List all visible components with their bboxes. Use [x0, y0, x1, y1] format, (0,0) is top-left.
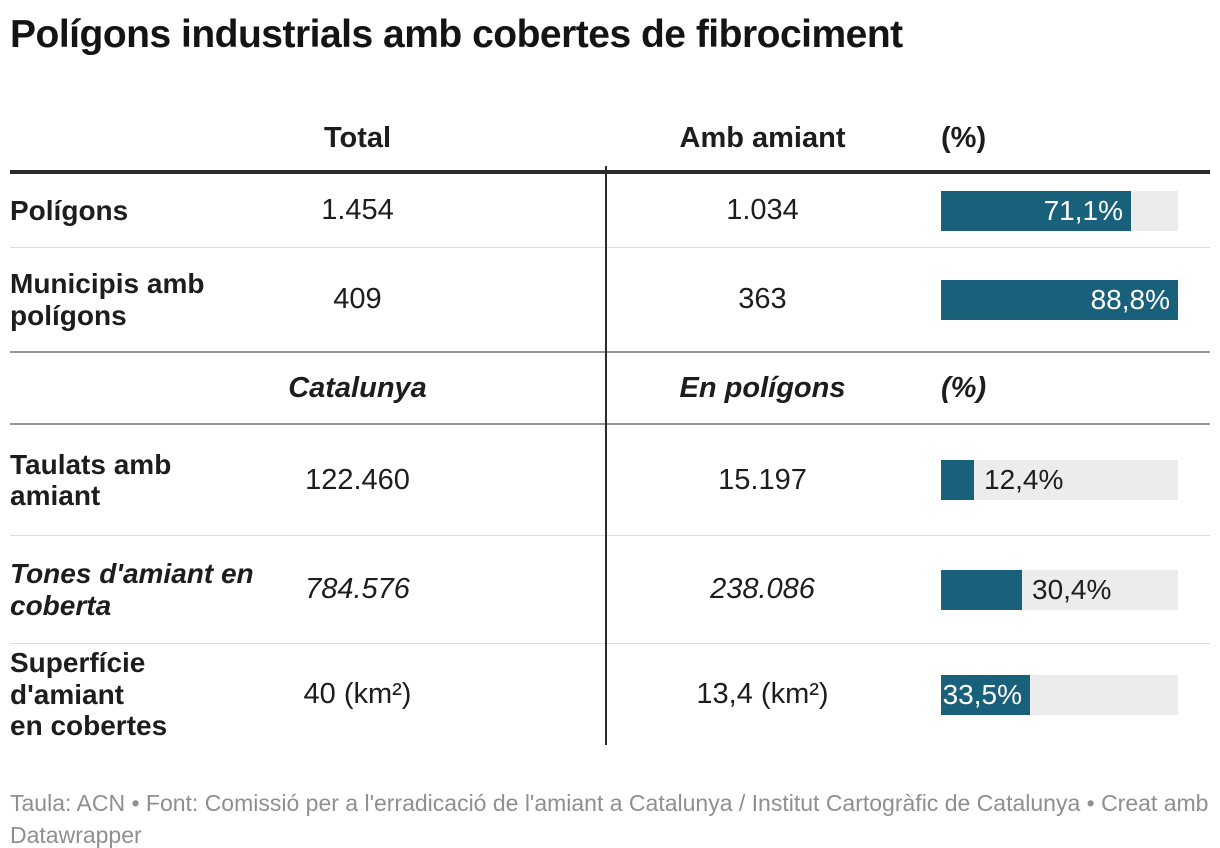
- total-value: 1.454: [321, 194, 394, 227]
- amb-amiant-value: 13,4 (km²): [696, 678, 829, 711]
- total-value: 784.576: [305, 573, 410, 606]
- bar-track: 30,4%: [941, 569, 1178, 610]
- column-header-en-poligons: En polígons: [679, 371, 846, 404]
- table-row: Superfície d'amiant en cobertes 40 (km²)…: [10, 644, 1210, 745]
- total-value: 409: [333, 283, 382, 316]
- bar-value-label: 33,5%: [942, 678, 1022, 710]
- column-header-catalunya: Catalunya: [288, 371, 427, 404]
- data-table: Total Amb amiant (%) Polígons 1.454 1.03…: [10, 106, 1210, 746]
- attribution-footer: Taula: ACN • Font: Comissió per a l'erra…: [10, 790, 1209, 848]
- percent-bar-cell: 88,8%: [941, 279, 1210, 320]
- page-title: Polígons industrials amb cobertes de fib…: [10, 13, 903, 56]
- bar-track: 88,8%: [941, 279, 1178, 320]
- bar-fill: 88,8%: [941, 279, 1178, 320]
- bar-value-label: 30,4%: [1032, 573, 1112, 605]
- table-header-row: Total Amb amiant (%): [10, 106, 1210, 175]
- total-value: 122.460: [305, 463, 410, 496]
- bar-track: 12,4%: [941, 460, 1178, 501]
- amb-amiant-value: 1.034: [726, 194, 799, 227]
- row-label: Superfície d'amiant en cobertes: [10, 647, 168, 742]
- row-label: Tones d'amiant en coberta: [10, 558, 254, 621]
- bar-fill: [941, 569, 1022, 610]
- row-label: Polígons: [10, 194, 129, 226]
- row-label: Municipis amb polígons: [10, 268, 205, 331]
- percent-bar-cell: 71,1%: [941, 190, 1210, 231]
- table-subheader-row: Catalunya En polígons (%): [10, 353, 1210, 426]
- amb-amiant-value: 363: [738, 283, 787, 316]
- bar-value-label: 88,8%: [1090, 283, 1170, 315]
- total-value: 40 (km²): [303, 678, 412, 711]
- bar-value-label: 12,4%: [984, 464, 1064, 496]
- amb-amiant-value: 238.086: [710, 573, 815, 606]
- table-row: Tones d'amiant en coberta 784.576 238.08…: [10, 536, 1210, 645]
- percent-bar-cell: 12,4%: [941, 460, 1210, 501]
- row-label: Taulats amb amiant: [10, 448, 172, 512]
- table-row: Taulats amb amiant 122.460 15.197 12,4%: [10, 425, 1210, 537]
- bar-fill: [941, 460, 974, 501]
- column-header-percent: (%): [941, 371, 987, 404]
- amb-amiant-value: 15.197: [718, 463, 807, 496]
- bar-value-label: 71,1%: [1043, 194, 1123, 226]
- column-divider-line: [605, 166, 607, 746]
- column-header-total: Total: [323, 121, 392, 154]
- column-header-percent: (%): [941, 121, 987, 154]
- table-row: Polígons 1.454 1.034 71,1%: [10, 174, 1210, 249]
- table-row: Municipis amb polígons 409 363 88,8%: [10, 248, 1210, 354]
- percent-bar-cell: 30,4%: [941, 569, 1210, 610]
- percent-bar-cell: 33,5%: [941, 674, 1210, 715]
- column-header-amb-amiant: Amb amiant: [679, 121, 846, 154]
- bar-track: 71,1%: [941, 190, 1178, 231]
- bar-fill: 71,1%: [941, 190, 1131, 231]
- bar-fill: 33,5%: [941, 674, 1030, 715]
- bar-track: 33,5%: [941, 674, 1178, 715]
